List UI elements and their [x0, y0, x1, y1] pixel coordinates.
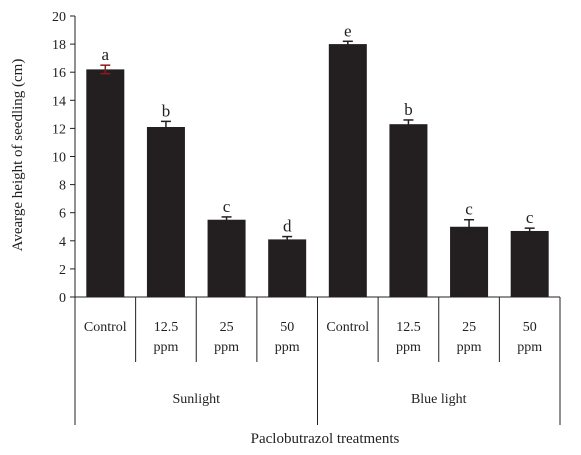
y-tick-label: 4 — [59, 235, 66, 250]
y-tick-label: 2 — [59, 263, 66, 278]
significance-letter: e — [344, 21, 352, 40]
significance-letter: a — [102, 45, 110, 64]
y-axis: 0 2 4 6 8 10 12 14 16 18 20 — [52, 10, 76, 306]
category-label: 12.5 — [154, 320, 179, 335]
bar — [86, 69, 125, 297]
category-label: ppm — [214, 340, 239, 355]
category-label: ppm — [153, 340, 178, 355]
significance-letter: d — [283, 217, 292, 236]
significance-letter: b — [404, 100, 413, 119]
significance-letter: c — [526, 208, 534, 227]
bar — [146, 126, 185, 298]
y-axis-title: Avearge height of seedling (cm) — [10, 59, 26, 252]
significance-letter: b — [162, 101, 171, 120]
group-label: Blue light — [411, 392, 467, 407]
significance-letter: c — [223, 197, 231, 216]
category-label: ppm — [517, 340, 542, 355]
bar — [389, 124, 428, 297]
category-label: Control — [84, 320, 127, 335]
significance-letter: c — [465, 200, 473, 219]
bar — [268, 239, 307, 297]
y-tick-label: 10 — [52, 151, 66, 166]
y-tick-label: 16 — [52, 66, 66, 81]
bar — [510, 230, 549, 297]
x-axis: Control 12.5 ppm 25 ppm 50 ppm Sunlight Control 1… — [74, 296, 561, 425]
y-tick-label: 14 — [52, 94, 66, 109]
bar — [328, 44, 367, 297]
category-label: ppm — [275, 340, 300, 355]
category-label: 25 — [220, 320, 234, 335]
group-label: Sunlight — [173, 392, 221, 407]
bars: a b c d e b c c — [86, 21, 549, 298]
category-label: 50 — [523, 320, 537, 335]
bar — [450, 226, 489, 297]
y-tick-label: 0 — [59, 291, 66, 306]
category-label: 25 — [462, 320, 476, 335]
category-label: Control — [326, 320, 369, 335]
y-tick-label: 12 — [52, 122, 66, 137]
x-axis-title: Paclobutrazol treatments — [251, 431, 400, 447]
category-label: ppm — [396, 340, 421, 355]
y-tick-label: 20 — [52, 10, 66, 25]
category-label: 12.5 — [396, 320, 421, 335]
y-tick-label: 6 — [59, 207, 66, 222]
category-label: 50 — [280, 320, 294, 335]
y-tick-label: 18 — [52, 38, 66, 53]
category-label: ppm — [457, 340, 482, 355]
y-tick-label: 8 — [59, 179, 66, 194]
bar — [207, 219, 246, 297]
